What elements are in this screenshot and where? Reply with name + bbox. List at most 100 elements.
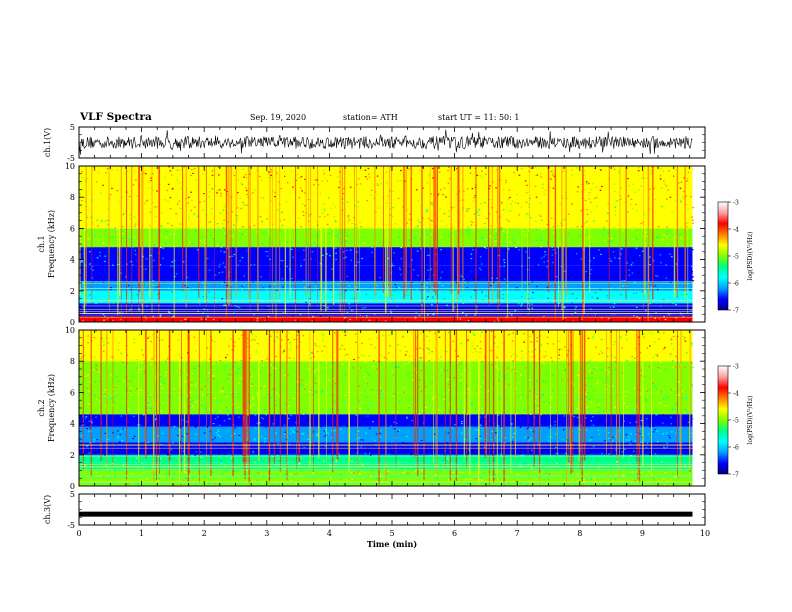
psd-pixel [364, 176, 367, 178]
psd-pixel [451, 232, 454, 235]
psd-pixel [596, 314, 598, 316]
psd-pixel [316, 228, 318, 231]
psd-pixel [87, 374, 89, 376]
psd-pixel [403, 375, 406, 377]
psd-pixel [633, 281, 636, 283]
psd-pixel [650, 286, 653, 289]
psd-pixel [674, 408, 677, 410]
psd-pixel [462, 199, 465, 201]
psd-pixel [446, 457, 449, 460]
psd-pixel [377, 207, 380, 209]
psd-pixel [199, 201, 201, 203]
psd-pixel [114, 470, 116, 472]
psd-pixel [571, 203, 573, 205]
psd-pixel [157, 293, 159, 295]
psd-pixel [440, 369, 443, 371]
psd-pixel [593, 197, 596, 199]
psd-pixel [236, 215, 239, 217]
psd-pixel [402, 335, 404, 337]
psd-pixel [81, 200, 83, 202]
psd-pixel [345, 315, 347, 318]
psd-pixel [270, 364, 272, 366]
psd-pixel [431, 366, 433, 368]
psd-pixel [485, 239, 487, 241]
psd-pixel [231, 456, 234, 458]
psd-pixel [315, 314, 318, 316]
psd-pixel [521, 415, 524, 417]
psd-pixel [287, 383, 290, 385]
psd-pixel [395, 299, 397, 301]
psd-pixel [112, 319, 114, 321]
psd-pixel [203, 385, 206, 388]
psd-pixel [95, 416, 97, 418]
psd-pixel [426, 247, 429, 249]
psd-pixel [643, 336, 646, 338]
psd-pixel [331, 263, 333, 265]
psd-pixel [136, 359, 139, 361]
psd-pixel [504, 234, 506, 236]
psd-pixel [551, 243, 554, 245]
psd-pixel [129, 218, 132, 220]
psd-pixel [274, 196, 276, 198]
psd-pixel [463, 278, 465, 280]
psd-pixel [575, 318, 577, 320]
psd-pixel [481, 201, 484, 203]
psd-pixel [419, 342, 421, 344]
psd-pixel [474, 314, 476, 316]
psd-pixel [132, 236, 135, 238]
psd-pixel [379, 277, 381, 279]
psd-pixel [672, 182, 675, 184]
psd-pixel [130, 460, 132, 462]
psd-pixel [338, 424, 341, 426]
psd-pixel [230, 457, 233, 459]
psd-pixel [615, 223, 617, 225]
psd-pixel [190, 209, 192, 212]
psd-pixel [111, 313, 113, 316]
psd-pixel [464, 367, 466, 369]
psd-pixel [316, 245, 318, 247]
psd-pixel [396, 293, 399, 295]
psd-pixel [251, 216, 253, 218]
psd-pixel [553, 305, 556, 307]
psd-pixel [324, 207, 326, 209]
psd-pixel [186, 394, 189, 396]
psd-pixel [250, 264, 252, 266]
psd-pixel [659, 441, 662, 443]
psd-pixel [576, 167, 578, 169]
psd-pixel [633, 387, 636, 390]
psd-pixel [638, 272, 640, 274]
psd-pixel [672, 336, 675, 338]
psd-pixel [479, 175, 481, 177]
psd-pixel [148, 402, 150, 404]
psd-pixel [650, 170, 652, 172]
psd-pixel [135, 457, 138, 459]
psd-pixel [262, 250, 264, 252]
psd-pixel [435, 474, 437, 476]
psd-pixel [89, 471, 92, 473]
psd-pixel [476, 306, 478, 308]
psd-pixel [392, 391, 395, 393]
psd-pixel [355, 286, 357, 288]
psd-pixel [671, 360, 674, 362]
psd-pixel [625, 425, 627, 427]
psd-pixel [490, 284, 492, 287]
psd-pixel [85, 375, 87, 377]
psd-pixel [157, 356, 160, 358]
psd-pixel [547, 297, 549, 299]
psd-pixel [492, 267, 495, 269]
psd-pixel [459, 380, 461, 382]
psd-pixel [211, 174, 214, 176]
psd-pixel [124, 452, 126, 454]
psd-pixel [260, 179, 263, 181]
psd-pixel [182, 261, 185, 263]
psd-pixel [416, 348, 418, 350]
psd-pixel [606, 295, 609, 297]
psd-pixel [292, 186, 294, 188]
psd-pixel [668, 271, 670, 273]
psd-pixel [536, 250, 538, 252]
psd-pixel [432, 167, 434, 170]
psd-pixel [222, 227, 225, 229]
psd-pixel [614, 356, 617, 359]
psd-pixel [376, 337, 378, 339]
psd-pixel [342, 341, 345, 343]
